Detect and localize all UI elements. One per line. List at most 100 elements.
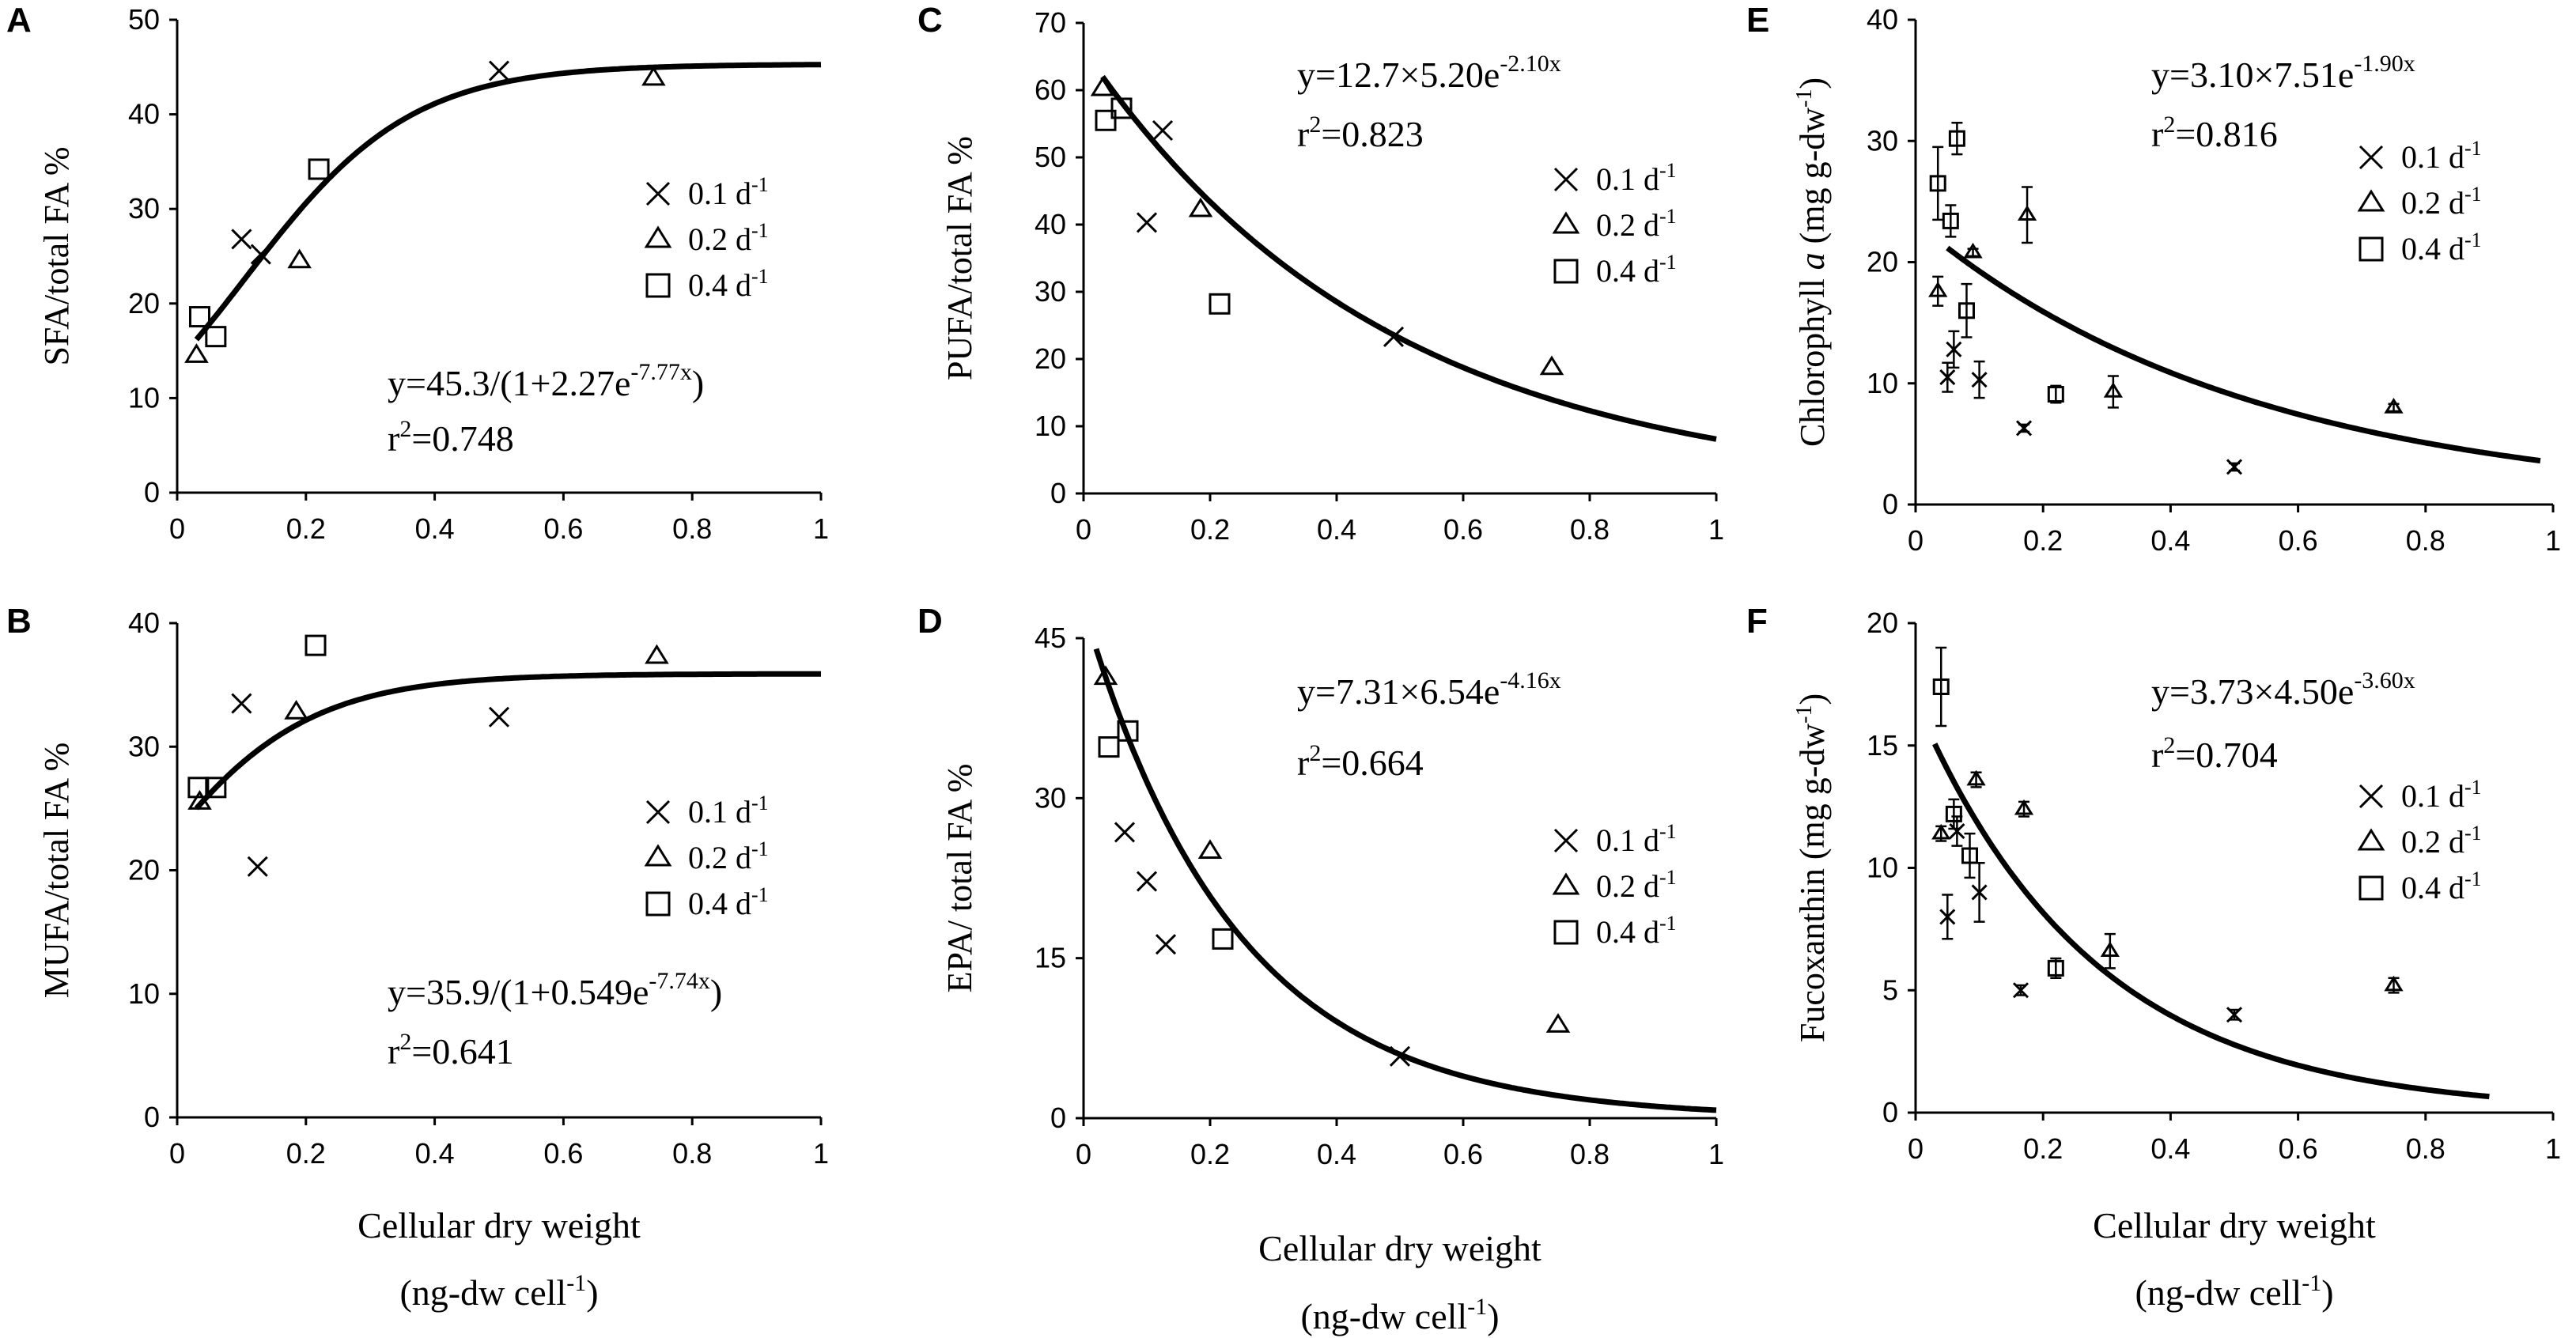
data-point-square: [188, 306, 210, 328]
equation-exponent: -3.60x: [2354, 667, 2415, 694]
x-tick-label: 0.8: [2406, 1132, 2445, 1165]
y-tick-label: 10: [128, 381, 160, 414]
equation-text: y=7.31×6.54e: [1297, 671, 1500, 712]
series-triangle: [184, 66, 666, 363]
legend-text: 0.2 d: [2401, 185, 2464, 221]
x-tick-label: 0.6: [1443, 513, 1483, 546]
data-point-square: [205, 777, 227, 799]
r-exponent: 2: [1309, 740, 1321, 766]
legend-sup: -1: [2464, 867, 2482, 890]
series-cross: [1136, 119, 1405, 348]
r-squared: r2=0.704: [2151, 732, 2278, 775]
data-point-cross: [1971, 372, 1988, 388]
legend-label: 0.4 d-1: [688, 265, 769, 303]
data-point-cross: [1383, 326, 1405, 348]
legend-sup: -1: [2464, 822, 2482, 845]
panel-letter: F: [1746, 602, 1768, 641]
y-tick-label: 15: [1867, 729, 1898, 762]
legend-sup: -1: [1659, 820, 1677, 843]
y-tick-label: 0: [1882, 1096, 1898, 1128]
data-point-triangle: [641, 66, 666, 86]
r-letter: r: [1297, 743, 1309, 783]
legend-label: 0.2 d-1: [688, 219, 769, 257]
legend-text: 0.4 d: [1596, 253, 1659, 289]
series-triangle: [1093, 665, 1571, 1033]
error-bar: [1961, 282, 1973, 338]
x-axis-unit: (ng-dw cell-1): [1300, 1294, 1499, 1336]
legend-sup: -1: [2464, 183, 2482, 206]
data-point-cross: [1114, 822, 1136, 843]
series-cross: [1939, 815, 2243, 1023]
y-tick-label: 10: [128, 977, 160, 1010]
r-letter: r: [2151, 114, 2163, 154]
legend-label: 0.2 d-1: [2401, 822, 2482, 860]
equation-text: y=3.10×7.51e: [2151, 55, 2354, 95]
series-cross: [1114, 822, 1411, 1067]
error-bar: [2107, 375, 2119, 409]
x-tick-label: 0.6: [1443, 1138, 1483, 1170]
legend-sup: -1: [751, 265, 769, 288]
x-unit-text: (ng-dw cell: [1300, 1296, 1467, 1336]
legend-text: 0.1 d: [2401, 139, 2464, 175]
x-tick-label: 1: [1708, 1138, 1724, 1170]
error-bar: [1948, 798, 1960, 830]
data-point-triangle: [287, 248, 312, 269]
x-unit-text: (ng-dw cell: [2135, 1272, 2302, 1313]
legend-sup: -1: [751, 837, 769, 860]
x-tick-label: 1: [813, 512, 829, 545]
legend-marker-triangle: [2357, 828, 2385, 851]
y-tick-label: 70: [1035, 6, 1066, 39]
y-tick-label: 20: [128, 287, 160, 319]
legend-text: 0.4 d: [688, 886, 751, 921]
data-point-cross: [1971, 884, 1988, 901]
data-point-cross: [1136, 212, 1158, 233]
y-label-text: Fucoxanthin: [1793, 860, 1832, 1042]
legend-marker-triangle: [1552, 872, 1580, 895]
fit-curve: [194, 671, 821, 811]
error-bar: [1945, 204, 1957, 238]
y-tick-label: 20: [1035, 342, 1066, 375]
y-label-sup: -1: [1792, 89, 1817, 108]
x-tick-label: 0: [169, 512, 185, 545]
legend-sup: -1: [1659, 251, 1677, 274]
error-bar: [2104, 932, 2116, 969]
y-tick-label: 50: [1035, 141, 1066, 173]
x-tick-label: 0.8: [1570, 513, 1610, 546]
equation-text: y=12.7×5.20e: [1297, 55, 1500, 95]
data-point-cross: [1939, 909, 1956, 925]
y-tick-label: 50: [128, 3, 160, 36]
fit-equation: y=7.31×6.54e-4.16x: [1297, 667, 1561, 712]
data-point-triangle: [1539, 355, 1564, 376]
y-tick-label: 40: [1867, 3, 1898, 36]
data-point-triangle: [1093, 665, 1118, 686]
legend-label: 0.1 d-1: [2401, 776, 2482, 814]
legend-marker-cross: [1553, 167, 1579, 192]
y-tick-label: 20: [1867, 607, 1898, 639]
fit-equation: y=45.3/(1+2.27e-7.77x): [388, 359, 704, 403]
equation-text: y=35.9/(1+0.549e: [388, 972, 649, 1012]
x-unit-sup: -1: [1467, 1294, 1487, 1320]
legend-label: 0.2 d-1: [688, 837, 769, 875]
legend-sup: -1: [2464, 137, 2482, 160]
fit-equation: y=3.10×7.51e-1.90x: [2151, 51, 2415, 95]
y-tick-label: 40: [128, 607, 160, 639]
series-square: [1932, 646, 2064, 980]
r-squared: r2=0.816: [2151, 112, 2278, 154]
y-tick-label: 10: [1867, 852, 1898, 884]
y-tick-label: 0: [1050, 1102, 1066, 1134]
y-axis-label: EPA/ total FA %: [940, 764, 979, 993]
data-point-triangle: [1197, 839, 1223, 860]
data-point-cross: [1949, 823, 1965, 840]
y-tick-label: 45: [1035, 622, 1066, 654]
data-point-triangle: [2100, 941, 2120, 958]
fit-equation: y=12.7×5.20e-2.10x: [1297, 51, 1561, 95]
r-exponent: 2: [399, 1029, 411, 1055]
series-square: [188, 158, 330, 348]
x-tick-label: 0.4: [2150, 524, 2190, 557]
data-point-cross: [2226, 1007, 2243, 1023]
data-point-triangle: [1188, 197, 1213, 217]
legend-text: 0.4 d: [1596, 914, 1659, 950]
r-exponent: 2: [399, 416, 411, 442]
x-tick-label: 0.6: [543, 512, 583, 545]
legend-label: 0.1 d-1: [1596, 820, 1677, 858]
